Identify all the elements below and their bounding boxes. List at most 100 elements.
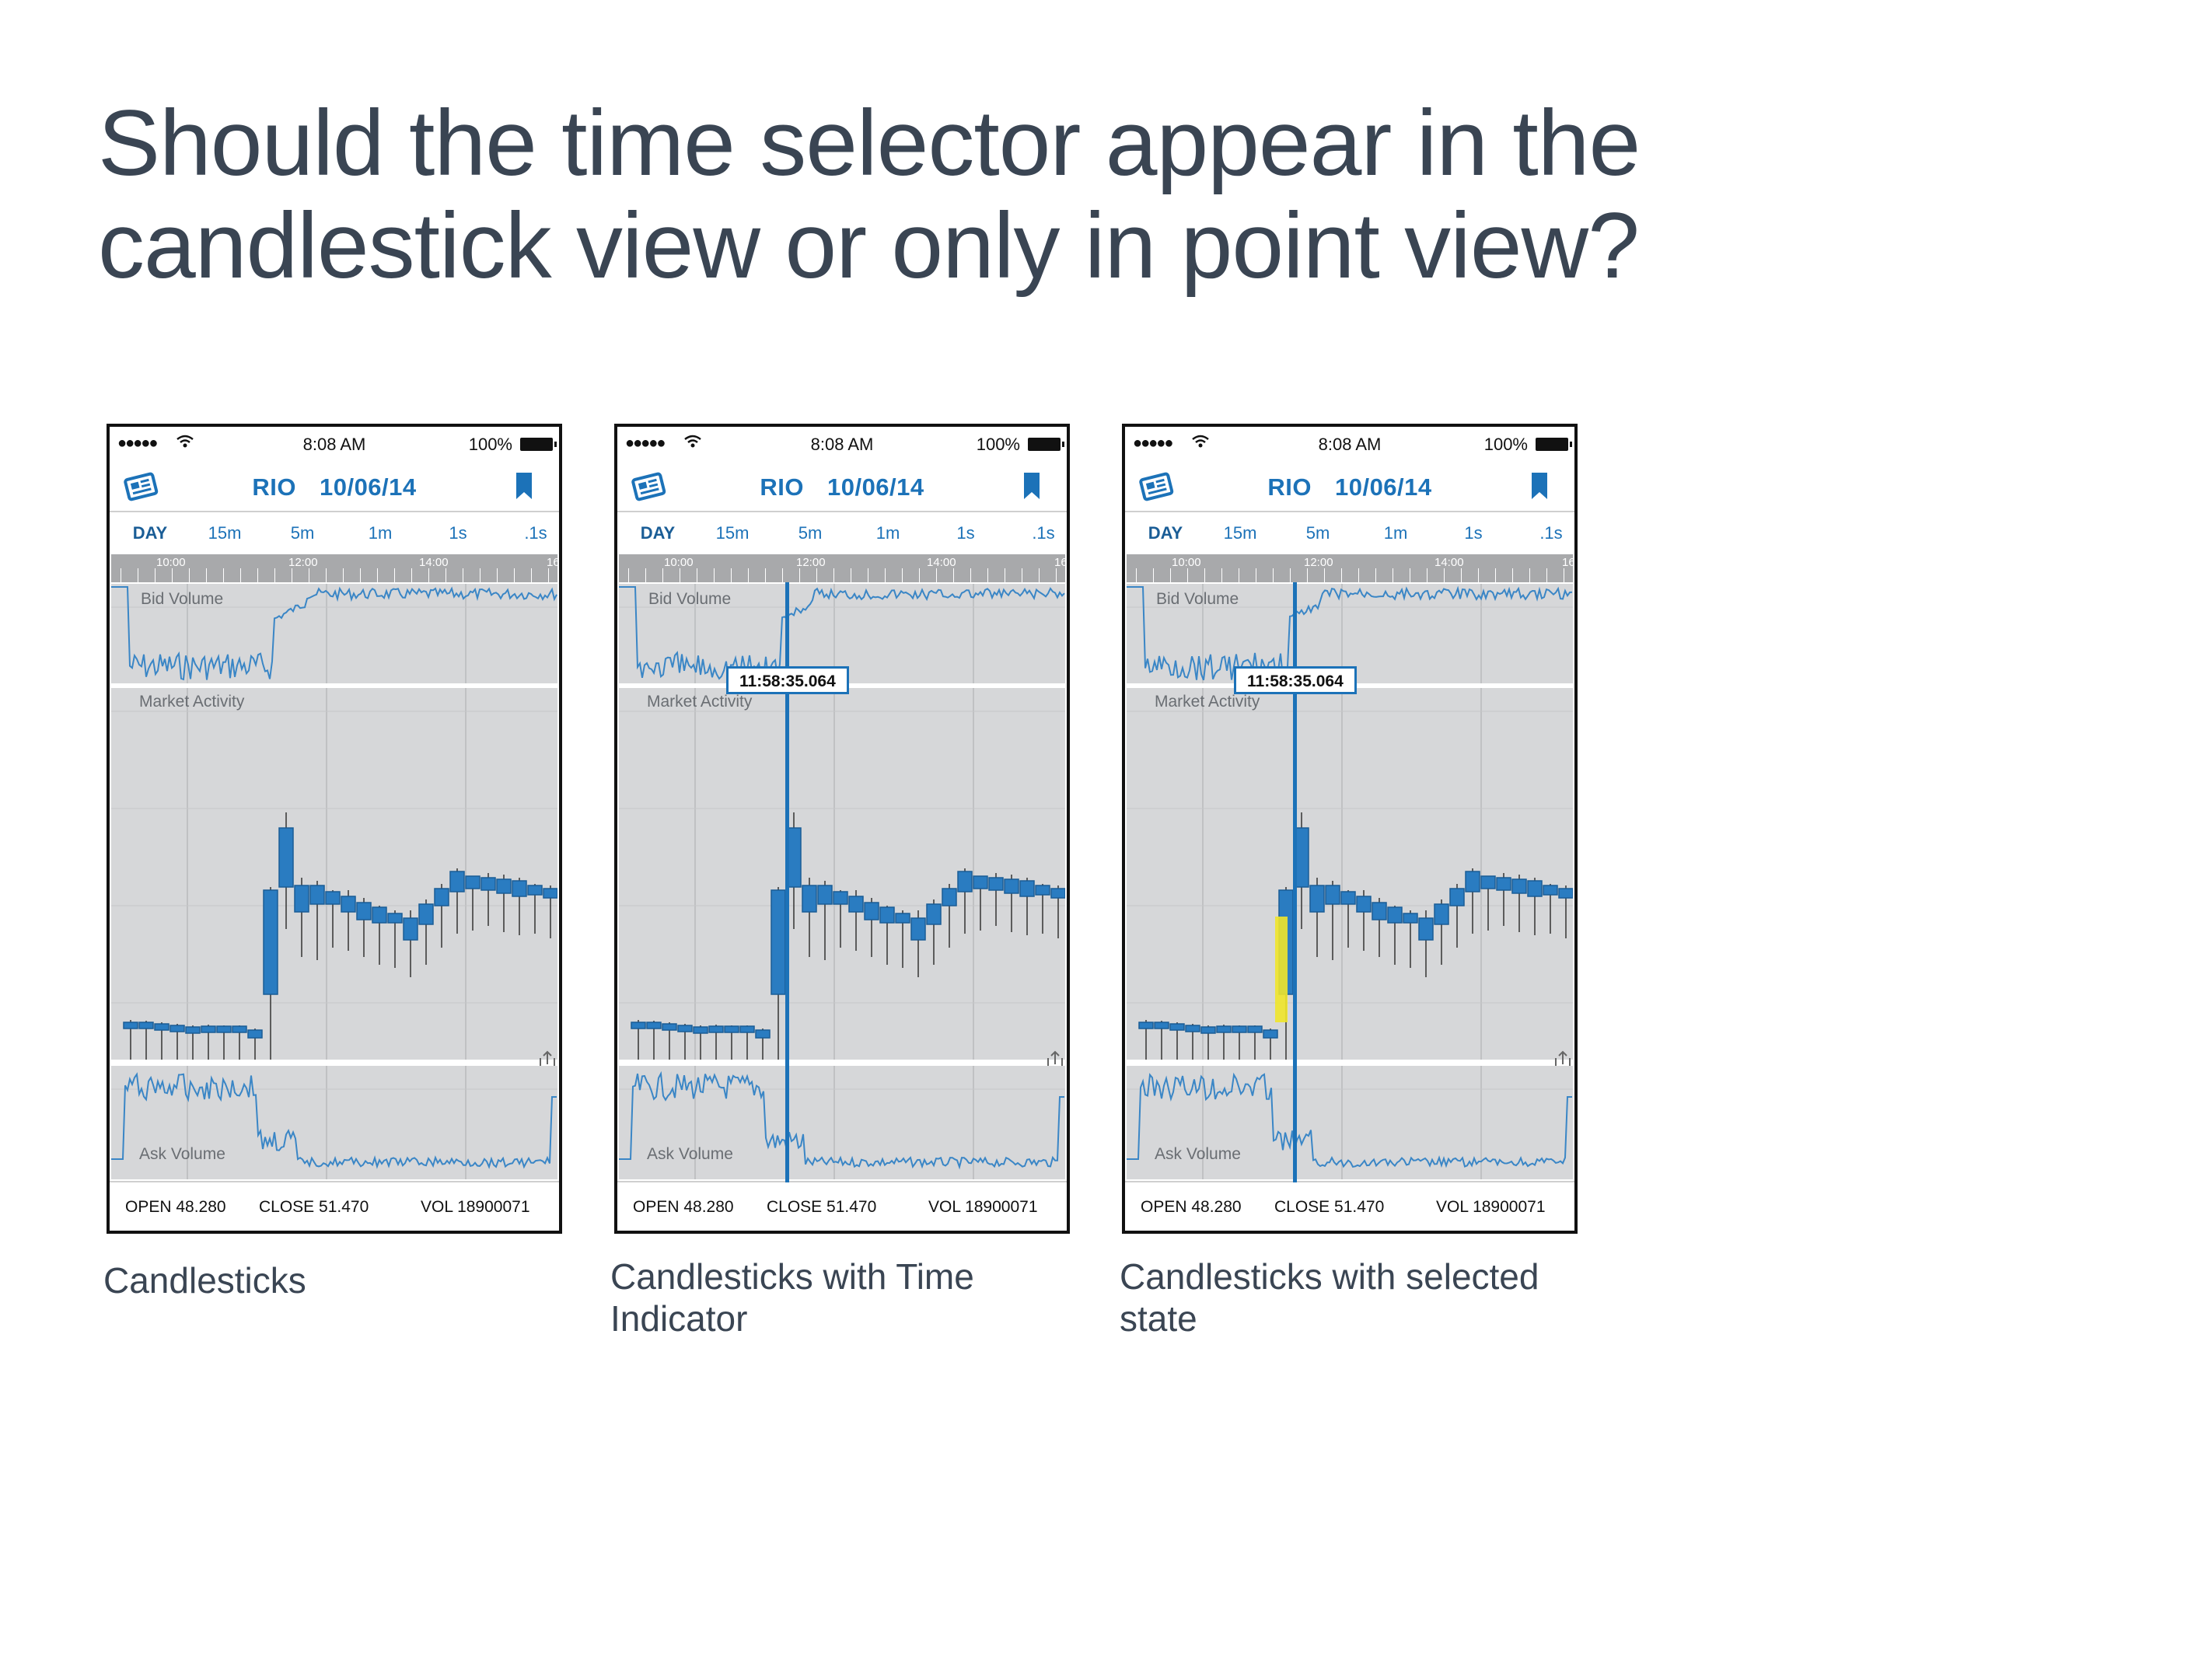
time-axis[interactable]: 10:00 12:00 14:00 16 <box>1127 554 1574 582</box>
candle-body[interactable] <box>1154 1022 1169 1029</box>
candle-body[interactable] <box>434 888 449 906</box>
candle-body[interactable] <box>1216 1025 1232 1033</box>
tab-5m[interactable]: 5m <box>798 523 823 543</box>
tab-point1s[interactable]: .1s <box>1032 523 1055 543</box>
time-indicator-line[interactable] <box>1293 582 1297 1182</box>
tab-1m[interactable]: 1m <box>368 523 393 543</box>
candle-body[interactable] <box>817 885 833 905</box>
candle-body[interactable] <box>247 1029 263 1039</box>
candle-body[interactable] <box>1004 878 1019 894</box>
candle-body[interactable] <box>1019 880 1035 897</box>
candle-body[interactable] <box>724 1025 739 1033</box>
candle-body[interactable] <box>1449 888 1465 906</box>
candle-body[interactable] <box>910 917 926 941</box>
tab-15m[interactable]: 15m <box>208 523 242 543</box>
candle-body[interactable] <box>631 1022 646 1029</box>
tab-5m[interactable]: 5m <box>290 523 315 543</box>
candle-body[interactable] <box>309 885 325 905</box>
tab-5m[interactable]: 5m <box>1305 523 1330 543</box>
candle-body[interactable] <box>942 888 957 906</box>
candle-body[interactable] <box>1340 891 1356 905</box>
candle-body[interactable] <box>449 871 465 892</box>
tab-1s[interactable]: 1s <box>1464 523 1483 543</box>
time-axis[interactable]: 10:00 12:00 14:00 16 <box>619 554 1067 582</box>
tab-1s[interactable]: 1s <box>449 523 467 543</box>
candle-body[interactable] <box>1356 896 1372 913</box>
candle-body[interactable] <box>325 891 341 905</box>
newspaper-icon[interactable] <box>122 470 159 505</box>
candle-body[interactable] <box>341 896 356 913</box>
tab-15m[interactable]: 15m <box>715 523 750 543</box>
candle-body[interactable] <box>263 889 278 995</box>
candle-body[interactable] <box>1511 878 1527 894</box>
tab-DAY[interactable]: DAY <box>132 523 168 543</box>
candle-body[interactable] <box>512 880 527 897</box>
candle-body[interactable] <box>403 917 418 941</box>
candle-body[interactable] <box>1232 1025 1247 1033</box>
candle-body[interactable] <box>1200 1026 1216 1034</box>
tab-point1s[interactable]: .1s <box>524 523 547 543</box>
candle-body[interactable] <box>1496 877 1511 891</box>
candle-body[interactable] <box>957 871 973 892</box>
bookmark-icon[interactable] <box>1023 472 1040 504</box>
candle-body[interactable] <box>662 1023 677 1031</box>
candle-body[interactable] <box>216 1025 232 1033</box>
tab-1s[interactable]: 1s <box>956 523 975 543</box>
candle-body[interactable] <box>1403 913 1418 924</box>
candle-body[interactable] <box>879 906 895 924</box>
candle-body[interactable] <box>278 827 294 888</box>
tab-1m[interactable]: 1m <box>875 523 900 543</box>
candle-body[interactable] <box>771 889 786 995</box>
candle-body[interactable] <box>1325 885 1340 905</box>
candle-body[interactable] <box>1543 885 1558 896</box>
candle-body[interactable] <box>1185 1025 1200 1032</box>
time-indicator-label[interactable]: 11:58:35.064 <box>1234 666 1357 694</box>
candle-body[interactable] <box>496 878 512 894</box>
tab-point1s[interactable]: .1s <box>1539 523 1563 543</box>
tab-15m[interactable]: 15m <box>1223 523 1257 543</box>
bookmark-icon[interactable] <box>1531 472 1548 504</box>
candle-body[interactable] <box>294 885 309 913</box>
candle-body[interactable] <box>387 913 403 924</box>
candle-body[interactable] <box>693 1026 708 1034</box>
candle-body[interactable] <box>1169 1023 1185 1031</box>
candle-body[interactable] <box>1138 1022 1154 1029</box>
candle-body[interactable] <box>123 1022 138 1029</box>
candle-body[interactable] <box>1465 871 1480 892</box>
candle-body[interactable] <box>708 1025 724 1033</box>
time-indicator-label[interactable]: 11:58:35.064 <box>726 666 849 694</box>
candle-body[interactable] <box>480 877 496 891</box>
candle-body[interactable] <box>356 902 372 920</box>
candle-body[interactable] <box>1035 885 1050 896</box>
candle-body[interactable] <box>988 877 1004 891</box>
candle-body[interactable] <box>755 1029 771 1039</box>
candle-body[interactable] <box>1418 917 1434 941</box>
candle-body[interactable] <box>802 885 817 913</box>
candle-body[interactable] <box>169 1025 185 1032</box>
candle-body[interactable] <box>1480 875 1496 889</box>
market-activity-panel[interactable]: Market Activity <box>619 688 1065 1070</box>
candle-body[interactable] <box>1387 906 1403 924</box>
candle-body[interactable] <box>543 888 557 899</box>
time-indicator-line[interactable] <box>785 582 789 1182</box>
bookmark-icon[interactable] <box>515 472 533 504</box>
tab-1m[interactable]: 1m <box>1383 523 1408 543</box>
candle-body[interactable] <box>1372 902 1387 920</box>
candle-body[interactable] <box>154 1023 169 1031</box>
tab-DAY[interactable]: DAY <box>1148 523 1183 543</box>
candle-body[interactable] <box>833 891 848 905</box>
candle-body[interactable] <box>138 1022 154 1029</box>
candle-body[interactable] <box>465 875 480 889</box>
candle-body[interactable] <box>677 1025 693 1032</box>
candle-body[interactable] <box>1434 903 1449 925</box>
candle-body[interactable] <box>185 1026 201 1034</box>
candle-body[interactable] <box>1527 880 1543 897</box>
candle-body[interactable] <box>848 896 864 913</box>
candle-body[interactable] <box>1263 1029 1278 1039</box>
candle-body[interactable] <box>527 885 543 896</box>
candle-body[interactable] <box>372 906 387 924</box>
candle-body[interactable] <box>926 903 942 925</box>
tab-DAY[interactable]: DAY <box>640 523 676 543</box>
time-axis[interactable]: 10:00 12:00 14:00 16 <box>111 554 559 582</box>
candle-body[interactable] <box>973 875 988 889</box>
